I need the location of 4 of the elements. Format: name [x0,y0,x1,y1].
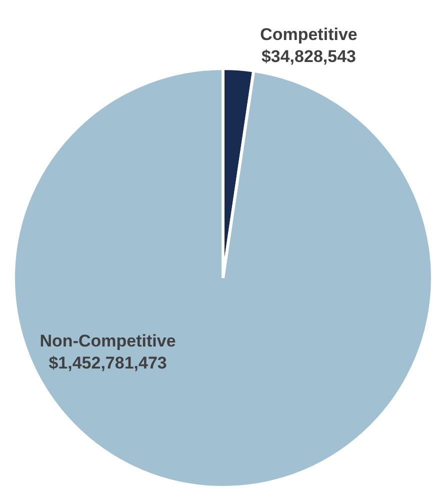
data-label: $1,452,781,473 [48,354,167,373]
slice-label: Competitive [260,25,358,44]
data-label: $34,828,543 [261,47,356,66]
slice-label: Non-Competitive [40,332,176,351]
